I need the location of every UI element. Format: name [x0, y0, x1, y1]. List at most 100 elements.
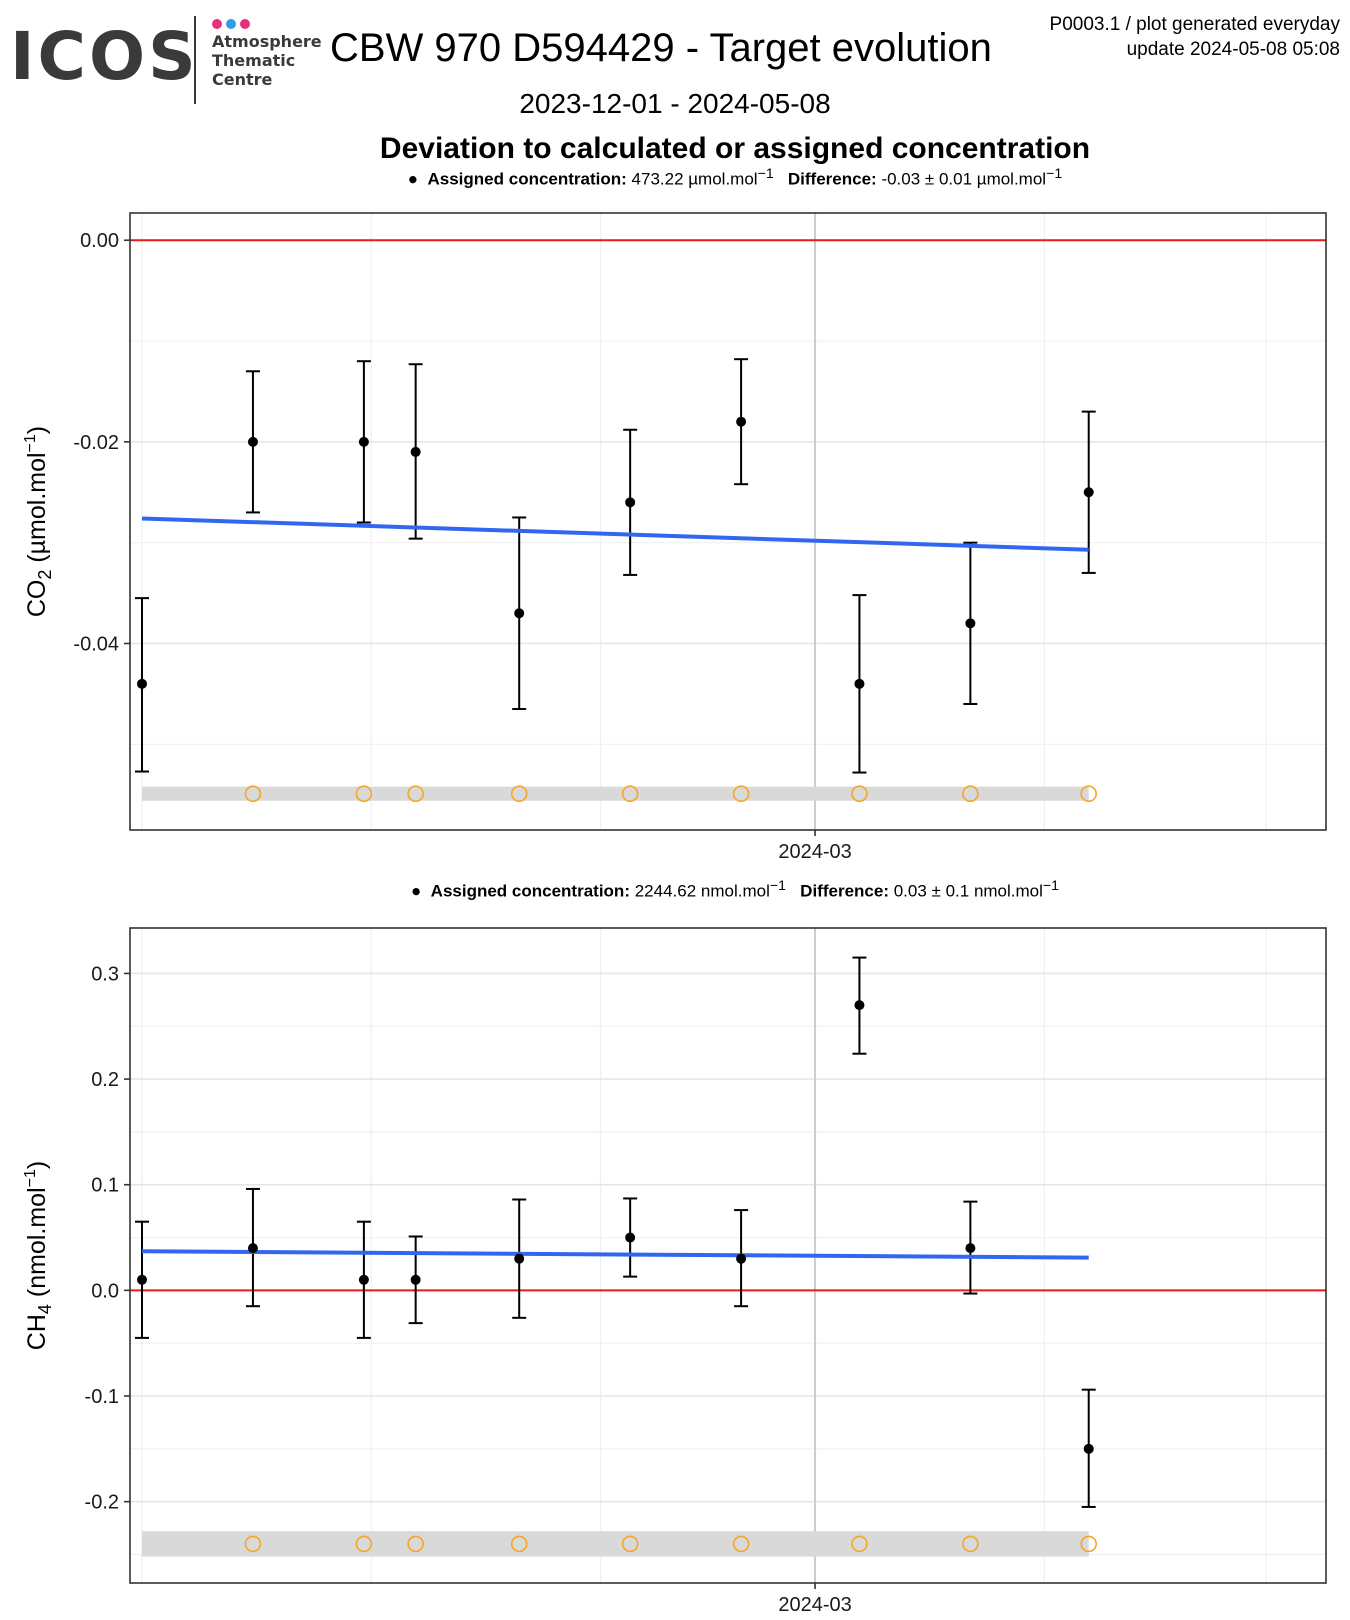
data-point — [247, 436, 258, 447]
flag-marker — [244, 1535, 262, 1553]
plot-id-line: P0003.1 / plot generated everyday — [1049, 14, 1340, 35]
co2-panel: 0.00 -0.02 -0.04 2024-03 CO2 (µmol.mol−1) — [22, 212, 1327, 863]
assigned-label: Assigned concentration: — [427, 169, 627, 189]
icos-logo: ICOS Atmosphere Thematic Centre — [10, 12, 322, 107]
flag-marker — [407, 785, 424, 803]
difference-value: -0.03 ± 0.01 µmol.mol — [881, 169, 1047, 189]
flag-marker — [510, 785, 528, 803]
y-axis-title: CH4 (nmol.mol−1) — [22, 1161, 55, 1350]
difference-unit-sup: −1 — [1046, 166, 1063, 182]
data-point — [625, 1232, 636, 1243]
data-point — [137, 1274, 147, 1285]
y-axis-title-part: 4 — [35, 1304, 55, 1314]
plot-meta: P0003.1 / plot generated everyday update… — [1050, 12, 1340, 62]
logo-line-3: Centre — [212, 70, 273, 89]
y-axis-title-part: ) — [23, 426, 51, 434]
data-point — [514, 1253, 525, 1264]
flag-band — [142, 1531, 1089, 1557]
x-tick-label: 2024-03 — [778, 1594, 851, 1616]
data-point — [358, 436, 369, 447]
flag-marker — [407, 1535, 424, 1553]
flag-marker — [621, 1535, 639, 1553]
data-point — [965, 1243, 976, 1254]
y-axis-title-part: (µmol.mol — [23, 452, 51, 569]
flag-marker — [621, 785, 639, 803]
logo-line-1: Atmosphere — [212, 32, 322, 51]
data-point — [736, 416, 747, 427]
flag-marker — [355, 785, 373, 803]
assigned-value: 2244.62 nmol.mol — [634, 881, 770, 901]
trend-line — [141, 1249, 1089, 1260]
flag-marker — [244, 785, 262, 803]
assigned-value: 473.22 µmol.mol — [631, 169, 758, 189]
y-axis-title: CO2 (µmol.mol−1) — [22, 426, 55, 617]
data-point — [854, 1000, 865, 1011]
data-point — [137, 678, 147, 689]
y-axis-title-part: 2 — [35, 570, 55, 580]
data-point — [625, 497, 636, 508]
data-point — [514, 608, 525, 619]
co2-panel-header: ● Assigned concentration: 473.22 µmol.mo… — [0, 166, 1350, 190]
y-tick-label: 0.0 — [91, 1280, 119, 1302]
data-point — [965, 618, 976, 629]
ch4-panel: 0.3 0.2 0.1 0.0 -0.1 -0.2 2024-03 CH4 (nmol.mol… — [22, 927, 1327, 1616]
plot-background — [130, 213, 1326, 830]
assigned-unit-sup: −1 — [769, 878, 786, 894]
trend-line — [141, 516, 1089, 552]
logo-dot-pink-2 — [240, 19, 250, 29]
flag-marker — [355, 1535, 373, 1553]
y-tick-label: -0.1 — [85, 1386, 119, 1408]
logo-subtitle: Atmosphere Thematic Centre — [212, 32, 322, 89]
flag-marker — [1080, 1535, 1098, 1553]
difference-label: Difference: — [787, 169, 877, 189]
flag-marker — [962, 785, 979, 803]
y-tick-label: -0.04 — [73, 633, 119, 655]
update-line: update 2024-05-08 05:08 — [1126, 39, 1340, 60]
data-point — [854, 678, 865, 689]
data-point — [247, 1243, 258, 1254]
logo-wordmark: ICOS — [10, 18, 199, 95]
flag-marker — [962, 1535, 979, 1553]
flag-band — [142, 786, 1089, 801]
page-title: CBW 970 D594429 - Target evolution — [330, 26, 992, 70]
flag-marker — [851, 785, 868, 803]
legend-bullet: ● — [410, 881, 422, 901]
y-tick-label: 0.1 — [91, 1175, 119, 1197]
y-axis-title-part: −1 — [22, 1169, 39, 1187]
data-point — [1083, 487, 1094, 498]
data-point — [410, 1274, 421, 1285]
difference-label: Difference: — [800, 881, 889, 901]
y-axis-title-part: CO — [23, 580, 51, 618]
y-axis-title-part: ) — [23, 1161, 51, 1169]
logo-dot-blue — [226, 19, 236, 29]
x-tick-label: 2024-03 — [778, 841, 851, 863]
flag-marker — [851, 1535, 868, 1553]
y-tick-label: 0.3 — [91, 963, 119, 985]
flag-marker — [1080, 785, 1098, 803]
y-axis-title-part: CH — [23, 1314, 51, 1350]
date-range: 2023-12-01 - 2024-05-08 — [519, 88, 831, 119]
data-point — [410, 446, 421, 457]
flag-marker — [732, 785, 750, 803]
assigned-unit-sup: −1 — [757, 166, 774, 182]
y-axis-title-part: −1 — [22, 434, 39, 452]
flag-marker — [732, 1535, 750, 1553]
y-tick-label: 0.00 — [80, 230, 119, 252]
data-point — [1083, 1443, 1094, 1454]
y-axis-title-part: (nmol.mol — [23, 1187, 51, 1304]
legend-bullet: ● — [407, 169, 419, 189]
logo-dot-pink — [212, 19, 222, 29]
difference-unit-sup: −1 — [1042, 878, 1060, 894]
data-point — [358, 1274, 369, 1285]
ch4-panel-header: ● Assigned concentration: 2244.62 nmol.m… — [0, 878, 1350, 902]
logo-dots — [212, 16, 254, 34]
y-tick-label: -0.02 — [73, 432, 119, 454]
difference-value: 0.03 ± 0.1 nmol.mol — [893, 881, 1043, 901]
y-tick-label: 0.2 — [91, 1069, 119, 1091]
flag-marker — [510, 1535, 528, 1553]
logo-line-2: Thematic — [212, 51, 296, 70]
logo-separator — [194, 16, 196, 104]
plot-border — [129, 927, 1327, 1584]
plot-border — [129, 212, 1327, 831]
